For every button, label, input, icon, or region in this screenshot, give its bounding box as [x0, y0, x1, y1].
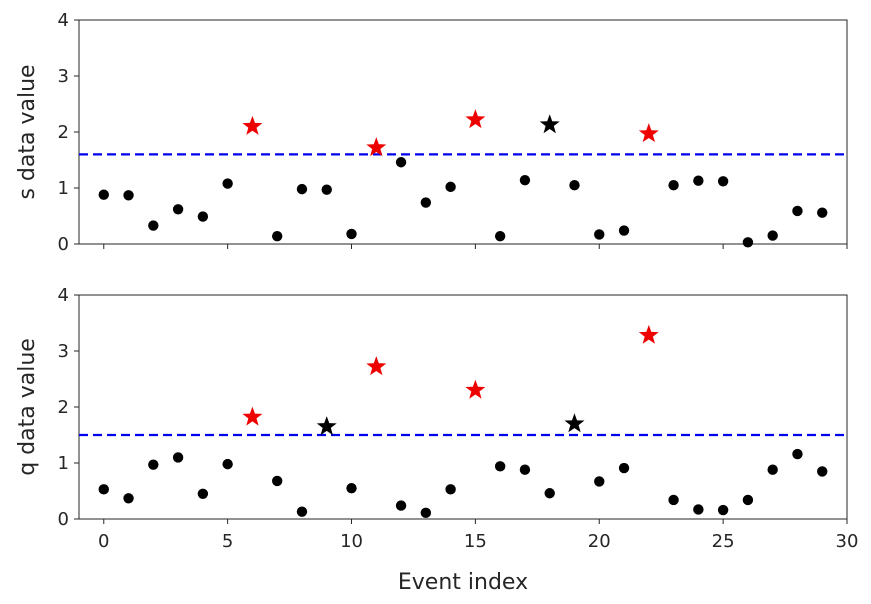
y-tick-label: 0 [58, 234, 69, 255]
data-point [222, 178, 233, 189]
data-point [346, 483, 357, 494]
data-point [296, 183, 308, 195]
x-tick-label: 25 [712, 531, 735, 552]
data-point [123, 493, 134, 504]
x-tick-label: 30 [836, 531, 859, 552]
data-point [668, 494, 679, 506]
data-point [123, 190, 134, 201]
data-point [792, 205, 803, 217]
s-data-panel: 0 1 2 3 4 s data value [15, 10, 848, 255]
x-tick-label: 20 [588, 531, 611, 552]
data-point [445, 484, 456, 495]
y-tick-label: 2 [58, 397, 69, 418]
x-tick-label: 10 [340, 531, 363, 552]
data-point [767, 464, 778, 475]
black-star-point [564, 413, 585, 433]
data-point [271, 230, 283, 242]
data-point [395, 157, 407, 168]
plot-frame [78, 294, 848, 520]
x-tick-label: 15 [464, 531, 487, 552]
y-tick-label: 2 [58, 122, 69, 143]
black-star-point [539, 114, 560, 134]
data-point [197, 211, 209, 222]
red-star-point [242, 115, 263, 135]
data-point [767, 230, 778, 241]
data-point [148, 459, 159, 470]
data-point [618, 462, 630, 474]
data-point [321, 184, 332, 195]
data-point [395, 500, 407, 511]
y-tick-label: 4 [58, 10, 69, 31]
y-tick-label: 3 [58, 341, 69, 362]
data-point [222, 458, 233, 470]
red-star-point [366, 137, 387, 157]
y-axis-label: q data value [15, 338, 40, 476]
x-axis-label: Event index [398, 570, 528, 595]
red-star-point [638, 123, 659, 143]
data-point [693, 504, 704, 515]
data-point [98, 189, 109, 200]
red-star-point [465, 379, 486, 399]
red-star-point [366, 356, 387, 376]
data-point [742, 237, 754, 248]
data-point [494, 230, 506, 242]
data-point [717, 176, 729, 187]
y-tick-label: 4 [58, 285, 69, 306]
data-point [197, 488, 209, 499]
red-star-point [638, 324, 659, 344]
y-tick-label: 3 [58, 66, 69, 87]
data-point [296, 506, 308, 517]
plot-frame [78, 19, 848, 245]
data-point [346, 228, 357, 240]
data-point [271, 475, 283, 487]
red-star-point [242, 406, 263, 426]
data-point [420, 197, 432, 208]
data-point [594, 476, 605, 487]
data-point [172, 452, 184, 463]
black-star-point [316, 416, 337, 436]
data-point [817, 207, 828, 218]
data-point [569, 180, 580, 191]
y-tick-label: 1 [58, 453, 69, 474]
data-point [544, 488, 555, 499]
data-point [668, 180, 679, 191]
data-point [817, 466, 828, 477]
data-point [494, 461, 506, 472]
y-tick-label: 0 [58, 509, 69, 530]
data-point [742, 494, 754, 506]
x-tick-label: 5 [222, 531, 233, 552]
data-point [792, 448, 803, 460]
q-data-panel: 0 1 2 3 4 0 5 10 15 20 25 30 q data value Event index [15, 285, 858, 595]
y-axis-label: s data value [15, 64, 40, 199]
data-point [717, 504, 729, 516]
data-point [519, 464, 531, 475]
data-point [445, 181, 456, 193]
red-star-point [465, 109, 486, 129]
data-point [618, 225, 630, 236]
x-tick-label: 0 [98, 531, 109, 552]
data-point [519, 174, 531, 186]
data-point [172, 204, 184, 215]
data-point [98, 484, 109, 495]
data-point [594, 229, 605, 240]
data-point [148, 220, 159, 231]
data-point [693, 175, 704, 186]
data-point [420, 507, 432, 519]
y-tick-label: 1 [58, 178, 69, 199]
